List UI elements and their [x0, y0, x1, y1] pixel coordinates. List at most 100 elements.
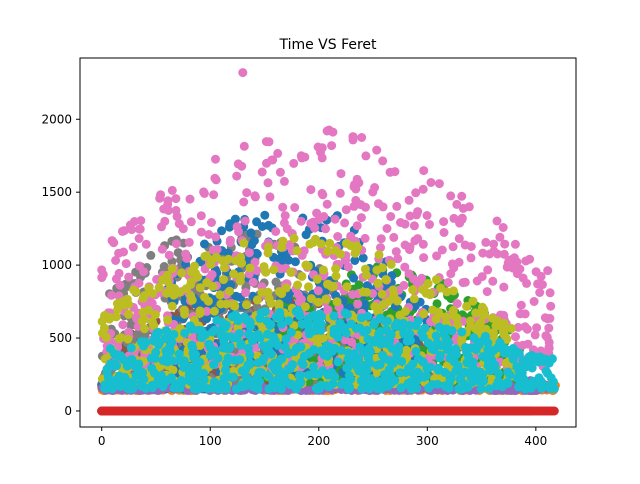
tab-pink-point — [396, 218, 405, 227]
tab-pink-point — [239, 197, 249, 207]
tab-pink-point — [107, 290, 116, 300]
tab-pink-point — [399, 280, 409, 290]
tab-pink-point — [134, 234, 144, 243]
tab-pink-point — [136, 216, 146, 226]
tab-pink-point — [185, 194, 195, 204]
tab-pink-point — [521, 256, 531, 266]
tab-pink-point — [124, 272, 134, 282]
tab-pink-point — [382, 224, 392, 233]
tab-pink-point — [511, 332, 520, 342]
tab-pink-point — [419, 253, 429, 263]
tab-blue-mid-point — [349, 273, 359, 283]
tab-pink-point — [119, 247, 128, 257]
tab-pink-point — [361, 151, 371, 161]
tab-pink-point — [184, 237, 194, 247]
tab-pink-point — [348, 290, 358, 299]
tab-pink-point — [437, 245, 447, 255]
tab-pink-point — [306, 185, 316, 195]
tab-pink-point — [109, 238, 119, 248]
tab-blue-mid-point — [284, 255, 294, 265]
tab-pink-point — [244, 248, 254, 258]
tab-pink-point — [478, 248, 488, 258]
tab-pink-point — [357, 133, 367, 142]
tab-red-baseline-point — [403, 406, 413, 416]
tab-pink-point — [310, 223, 320, 233]
tab-pink-point — [341, 205, 351, 215]
tab-pink-point — [118, 320, 128, 330]
tab-pink-point — [239, 141, 249, 151]
tab-pink-point — [263, 178, 273, 188]
tab-pink-point — [163, 199, 173, 209]
tab-pink-point — [457, 215, 467, 224]
tab-pink-point — [343, 262, 353, 272]
tab-pink-point — [412, 210, 421, 220]
tab-pink-point — [360, 233, 370, 243]
tab-pink-point — [448, 242, 458, 252]
tab-pink-point — [434, 179, 444, 189]
tab-pink-point — [409, 221, 419, 231]
tab-pink-point — [499, 282, 509, 292]
tab-pink-point — [336, 169, 346, 179]
tab-pink-point — [128, 242, 138, 252]
tab-pink-point — [171, 205, 181, 215]
tab-pink-point — [449, 213, 459, 223]
tab-blue-mid-point — [200, 239, 209, 249]
tab-pink-point — [425, 220, 434, 229]
tab-pink-point — [257, 167, 267, 177]
tab-pink-point — [157, 244, 167, 254]
tab-pink-point — [240, 216, 250, 226]
tab-pink-point — [313, 286, 323, 296]
tab-pink-point — [330, 214, 340, 224]
tab-blue-mid-point — [252, 249, 262, 259]
tab-pink-point — [290, 203, 300, 212]
tab-pink-point — [518, 340, 528, 350]
tab-pink-point — [296, 216, 306, 226]
tab-pink-point — [543, 314, 552, 324]
tab-pink-point — [353, 299, 363, 309]
tab-pink-point — [242, 188, 252, 198]
tab-blue-mid-point — [257, 222, 267, 231]
tab-pink-point — [164, 250, 174, 260]
tab-blue-mid-point — [301, 230, 311, 240]
tab-pink-point — [411, 188, 421, 198]
tab-pink-point — [489, 246, 499, 256]
tab-pink-point — [211, 154, 220, 164]
tab-pink-point — [141, 239, 151, 249]
tab-pink-point — [404, 195, 414, 205]
tab-blue-mid-point — [249, 236, 259, 246]
tab-pink-point — [546, 301, 556, 311]
tab-pink-point — [196, 211, 206, 221]
tab-pink-point — [356, 200, 366, 210]
tab-pink-point — [199, 187, 209, 197]
tab-pink-point — [454, 234, 464, 244]
tab-pink-point — [186, 217, 196, 227]
tab-pink-point — [265, 192, 275, 202]
tab-pink-point — [372, 145, 382, 155]
tab-pink-point — [409, 274, 418, 284]
tab-pink-point — [181, 249, 191, 259]
tab-pink-point — [209, 190, 219, 200]
tab-pink-point — [378, 156, 388, 166]
tab-pink-point — [178, 224, 188, 234]
tab-pink-point — [457, 191, 467, 201]
tab-pink-point — [458, 278, 468, 288]
tab-pink-point — [333, 232, 343, 241]
tab-blue-mid-point — [260, 210, 270, 220]
tab-pink-point — [500, 239, 510, 249]
tab-pink-point — [466, 253, 476, 263]
tab-pink-point — [171, 194, 181, 204]
tab-pink-point — [335, 188, 345, 198]
tab-pink-point — [97, 265, 107, 275]
tab-pink-point — [535, 288, 545, 297]
tab-pink-point — [488, 276, 498, 286]
tab-pink-point — [426, 178, 436, 187]
tab-pink-point — [532, 323, 542, 333]
tab-pink-point — [279, 176, 289, 186]
tab-pink-point — [452, 199, 462, 209]
tab-pink-point — [167, 185, 177, 195]
tab-pink-point — [328, 127, 338, 137]
tab-pink-point — [481, 237, 491, 247]
tab-pink-point — [352, 221, 362, 231]
tab-pink-point — [520, 309, 530, 319]
